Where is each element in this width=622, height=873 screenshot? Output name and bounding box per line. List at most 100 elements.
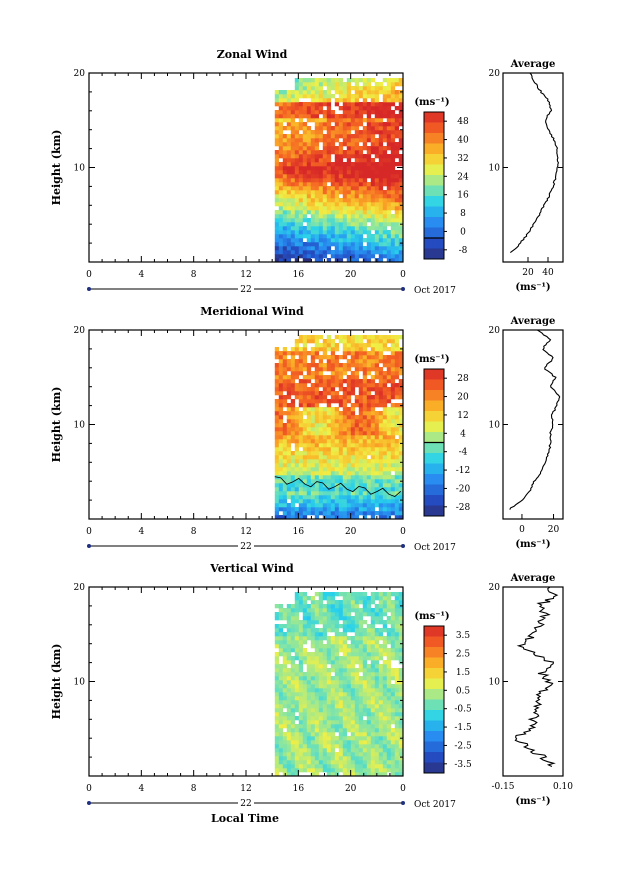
heatmap-cell: [314, 214, 320, 219]
heatmap-cell: [322, 162, 328, 167]
heatmap-cell: [306, 435, 312, 440]
heatmap-cell: [326, 214, 332, 219]
heatmap-cell: [294, 363, 300, 368]
heatmap-cell: [318, 768, 324, 773]
heatmap-cell: [306, 367, 312, 372]
heatmap-cell: [390, 134, 396, 139]
heatmap-cell: [358, 596, 364, 601]
heatmap-cell: [390, 632, 396, 637]
heatmap-cell: [322, 708, 328, 713]
heatmap-cell: [386, 174, 392, 179]
heatmap-cell: [278, 98, 284, 103]
heatmap-cell: [354, 668, 360, 673]
heatmap-cell: [366, 628, 372, 633]
heatmap-cell: [314, 439, 320, 444]
heatmap-cell: [314, 254, 320, 259]
heatmap-cell: [386, 491, 392, 496]
heatmap-cell: [350, 680, 356, 685]
heatmap-cell: [374, 230, 380, 235]
heatmap-cell: [390, 640, 396, 645]
heatmap-cell: [338, 379, 344, 384]
heatmap-cell: [286, 680, 292, 685]
heatmap-cell: [330, 347, 336, 352]
heatmap-cell: [310, 716, 316, 721]
heatmap-cell: [394, 222, 400, 227]
heatmap-cell: [326, 676, 332, 681]
heatmap-cell: [374, 503, 380, 508]
profile-x-tick-label: -0.15: [491, 782, 514, 792]
x-tick-label: 12: [240, 270, 251, 280]
heatmap-cell: [374, 355, 380, 360]
heatmap-cell: [278, 688, 284, 693]
heatmap-cell: [298, 355, 304, 360]
heatmap-cell: [290, 427, 296, 432]
heatmap-cell: [334, 740, 340, 745]
heatmap-cell: [326, 118, 332, 123]
heatmap-cell: [366, 676, 372, 681]
heatmap-cell: [310, 186, 316, 191]
heatmap-cell: [326, 704, 332, 709]
heatmap-cell: [322, 351, 328, 356]
heatmap-cell: [390, 150, 396, 155]
heatmap-cell: [290, 162, 296, 167]
date-line-marker: [87, 544, 91, 548]
heatmap-cell: [386, 435, 392, 440]
heatmap-cell: [334, 684, 340, 689]
heatmap-cell: [374, 764, 380, 769]
heatmap-cell: [330, 760, 336, 765]
heatmap-cell: [286, 351, 292, 356]
heatmap-cell: [278, 178, 284, 183]
heatmap-cell: [390, 403, 396, 408]
heatmap-cell: [306, 194, 312, 199]
heatmap-cell: [370, 339, 376, 344]
heatmap-cell: [382, 403, 388, 408]
heatmap-cell: [310, 202, 316, 207]
heatmap-cell: [386, 118, 392, 123]
heatmap-cell: [386, 415, 392, 420]
heatmap-cell: [350, 351, 356, 356]
heatmap-cell: [354, 90, 360, 95]
heatmap-cell: [294, 206, 300, 211]
heatmap-cell: [346, 664, 352, 669]
heatmap-cell: [362, 186, 368, 191]
heatmap-cell: [386, 463, 392, 468]
heatmap-cell: [302, 218, 308, 223]
heatmap-cell: [374, 680, 380, 685]
heatmap-cell: [386, 459, 392, 464]
heatmap-cell: [362, 222, 368, 227]
heatmap-cell: [386, 102, 392, 107]
heatmap-cell: [310, 150, 316, 155]
heatmap-cell: [326, 447, 332, 452]
heatmap-cell: [330, 475, 336, 480]
heatmap-cell: [334, 644, 340, 649]
heatmap-cell: [338, 463, 344, 468]
heatmap-cell: [370, 495, 376, 500]
heatmap-cell: [306, 146, 312, 151]
heatmap-cell: [346, 170, 352, 175]
heatmap-cell: [330, 660, 336, 665]
heatmap-cell: [318, 335, 324, 340]
heatmap-cell: [294, 748, 300, 753]
heatmap-cell: [366, 696, 372, 701]
heatmap-cell: [342, 186, 348, 191]
heatmap-cell: [370, 98, 376, 103]
heatmap-cell: [274, 736, 280, 741]
heatmap-cell: [286, 98, 292, 103]
heatmap-cell: [330, 732, 336, 737]
heatmap-cell: [330, 616, 336, 621]
heatmap-cell: [294, 158, 300, 163]
heatmap-cell: [330, 194, 336, 199]
heatmap-cell: [278, 712, 284, 717]
heatmap-cell: [378, 612, 384, 617]
heatmap-cell: [298, 359, 304, 364]
heatmap-cell: [362, 258, 368, 263]
heatmap-cell: [278, 479, 284, 484]
heatmap-cell: [274, 708, 280, 713]
heatmap-cell: [366, 86, 372, 91]
heatmap-cell: [306, 636, 312, 641]
heatmap-cell: [338, 339, 344, 344]
heatmap-cell: [298, 411, 304, 416]
heatmap-cell: [286, 423, 292, 428]
heatmap-cell: [370, 146, 376, 151]
heatmap-cell: [382, 198, 388, 203]
